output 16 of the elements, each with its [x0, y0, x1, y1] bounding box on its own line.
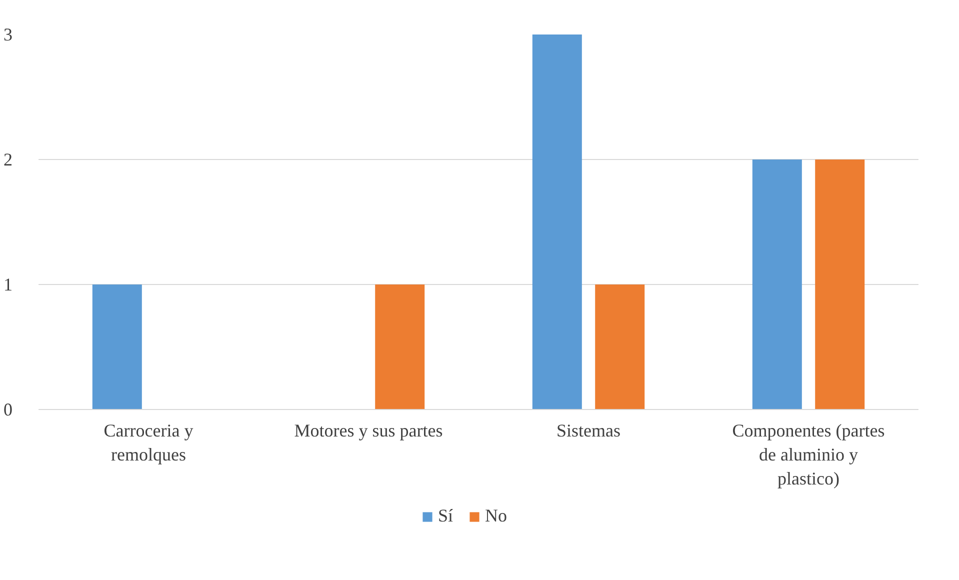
x-tick-label: Componentes (partes de aluminio y plastico) — [732, 420, 885, 488]
x-tick-label: Carroceria y remolques — [104, 420, 194, 464]
legend-label: Sí — [438, 506, 454, 526]
bar — [532, 34, 582, 410]
bar — [92, 284, 142, 410]
y-tick-label: 0 — [4, 400, 12, 420]
bar — [375, 284, 425, 410]
y-tick-label: 1 — [4, 274, 12, 294]
legend-label: No — [485, 506, 507, 526]
x-tick-label: Motores y sus partes — [294, 420, 443, 440]
bar — [595, 284, 645, 410]
bar — [752, 160, 802, 410]
y-tick-label: 3 — [4, 24, 12, 44]
y-tick-label: 2 — [4, 150, 12, 170]
bar — [815, 160, 865, 410]
x-tick-label: Sistemas — [556, 420, 621, 440]
